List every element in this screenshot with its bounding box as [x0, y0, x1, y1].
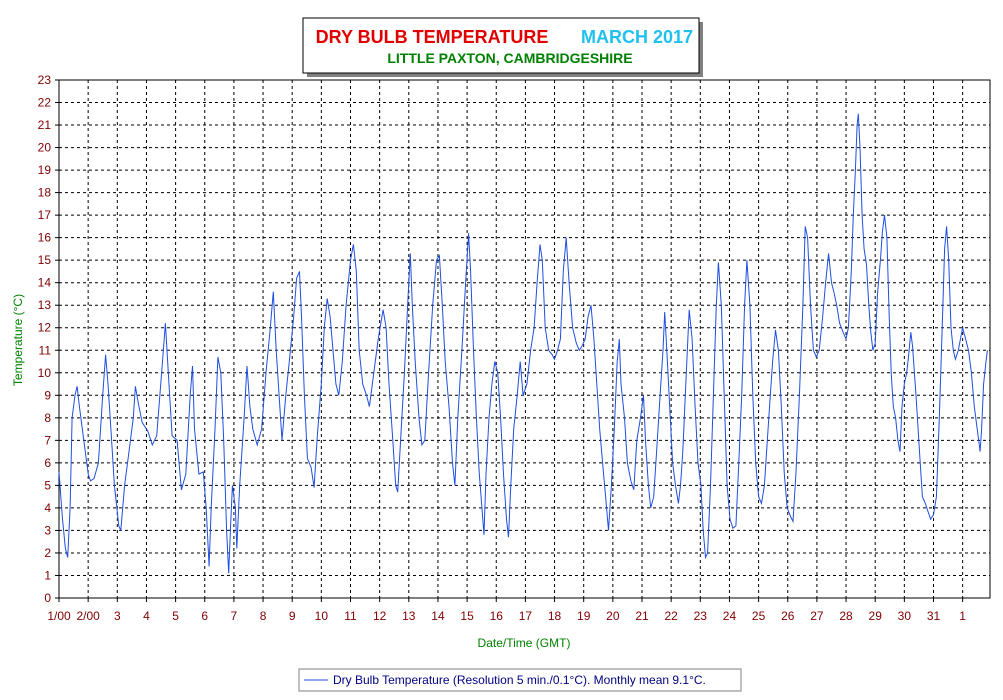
x-tick-label: 13	[402, 609, 416, 623]
x-tick-label: 24	[723, 609, 737, 623]
x-tick-label: 25	[752, 609, 766, 623]
y-tick-label: 16	[38, 231, 52, 245]
y-tick-label: 23	[38, 73, 52, 87]
x-tick-label: 8	[260, 609, 267, 623]
x-tick-label: 31	[927, 609, 941, 623]
series-line	[58, 113, 988, 574]
y-tick-label: 7	[44, 433, 51, 447]
title-box-frame	[302, 17, 700, 74]
x-tick-label: 15	[460, 609, 474, 623]
x-tick-label: 30	[898, 609, 912, 623]
y-tick-label: 13	[38, 298, 52, 312]
x-tick-label: 9	[289, 609, 296, 623]
x-tick-label: 21	[635, 609, 649, 623]
y-tick-label: 11	[39, 343, 52, 357]
legend-box	[298, 668, 742, 692]
x-tick-label: 27	[810, 609, 824, 623]
y-tick-label: 12	[38, 321, 52, 335]
y-tick-label: 14	[38, 276, 52, 290]
y-tick-label: 17	[38, 208, 52, 222]
y-tick-label: 20	[38, 141, 52, 155]
x-tick-label: 4	[143, 609, 150, 623]
title-box: DRY BULB TEMPERATURE MARCH 2017 LITTLE P…	[302, 17, 703, 77]
y-tick-label: 4	[44, 501, 51, 515]
x-tick-label: 23	[694, 609, 708, 623]
chart-title: DRY BULB TEMPERATURE	[316, 27, 549, 47]
x-tick-label: 17	[519, 609, 533, 623]
x-tick-label: 29	[869, 609, 883, 623]
x-tick-label: 7	[231, 609, 238, 623]
legend-label: Dry Bulb Temperature (Resolution 5 min./…	[333, 673, 706, 687]
x-tick-label: 14	[431, 609, 445, 623]
y-tick-label: 1	[44, 568, 51, 582]
y-tick-label: 8	[44, 411, 51, 425]
series-layer	[58, 113, 988, 574]
x-tick-label: 28	[839, 609, 853, 623]
plot-area	[58, 79, 991, 599]
x-tick-label: 26	[781, 609, 795, 623]
x-tick-label: 5	[172, 609, 179, 623]
x-tick-label: 11	[344, 609, 357, 623]
x-axis-ticks: 1/00 2/00 3 4 5 6 7 8 9 10 11 12 13 14 15 16 17 18 19 20 21 2…	[47, 598, 966, 623]
y-tick-label: 6	[44, 456, 51, 470]
y-axis-label: Temperature (°C)	[11, 294, 25, 386]
y-tick-label: 22	[38, 96, 52, 110]
legend: Dry Bulb Temperature (Resolution 5 min./…	[298, 668, 742, 692]
x-tick-label: 18	[548, 609, 562, 623]
y-tick-label: 19	[38, 163, 52, 177]
y-tick-label: 0	[44, 591, 51, 605]
x-tick-label: 12	[373, 609, 387, 623]
x-tick-label: 22	[664, 609, 678, 623]
y-tick-label: 10	[38, 366, 52, 380]
chart-subtitle: LITTLE PAXTON, CAMBRIDGESHIRE	[387, 50, 632, 66]
x-tick-label: 20	[606, 609, 620, 623]
grid	[59, 80, 990, 598]
x-tick-label: 19	[577, 609, 591, 623]
y-tick-label: 18	[38, 186, 52, 200]
x-tick-label: 6	[201, 609, 208, 623]
x-tick-label: 1/00	[47, 609, 71, 623]
y-tick-label: 3	[44, 523, 51, 537]
chart-title-period: MARCH 2017	[581, 27, 693, 47]
y-tick-label: 21	[38, 118, 52, 132]
y-tick-label: 5	[44, 478, 51, 492]
x-axis-label: Date/Time (GMT)	[478, 636, 571, 650]
x-tick-label: 3	[114, 609, 121, 623]
x-tick-label: 16	[490, 609, 504, 623]
y-tick-label: 15	[38, 253, 52, 267]
x-tick-label: 10	[315, 609, 329, 623]
x-tick-label: 2/00	[76, 609, 100, 623]
x-tick-label: 1	[959, 609, 966, 623]
y-tick-label: 2	[44, 546, 51, 560]
y-tick-label: 9	[44, 388, 51, 402]
